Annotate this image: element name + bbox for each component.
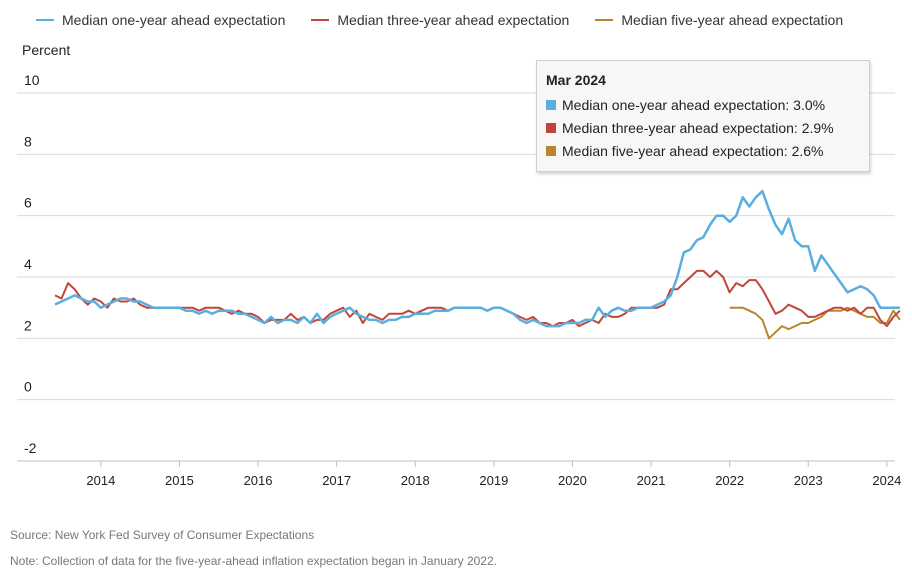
tooltip-text-three-year: Median three-year ahead expectation: 2.9… <box>562 120 834 136</box>
y-tick-label: 0 <box>24 379 32 395</box>
x-tick-label: 2019 <box>479 473 508 488</box>
x-tick-label: 2014 <box>86 473 115 488</box>
source-note: Source: New York Fed Survey of Consumer … <box>10 528 315 542</box>
legend-item-three-year[interactable]: Median three-year ahead expectation <box>311 12 569 28</box>
x-tick-label: 2016 <box>244 473 273 488</box>
y-tick-label: 4 <box>24 256 32 272</box>
data-note: Note: Collection of data for the five-ye… <box>10 554 497 568</box>
series-line-one-year <box>54 189 900 328</box>
legend-item-one-year[interactable]: Median one-year ahead expectation <box>36 12 285 28</box>
legend-label-five-year: Median five-year ahead expectation <box>621 12 844 28</box>
x-tick-label: 2017 <box>322 473 351 488</box>
legend-label-three-year: Median three-year ahead expectation <box>337 12 570 28</box>
tooltip-row-five-year: Median five-year ahead expectation: 2.6% <box>546 143 824 159</box>
legend-swatch-three-year <box>311 19 330 21</box>
y-axis-title: Percent <box>22 42 71 58</box>
x-tick-label: 2021 <box>637 473 666 488</box>
x-tick-label: 2018 <box>401 473 430 488</box>
y-tick-label: 8 <box>24 133 32 149</box>
chart-legend: Median one-year ahead expectation Median… <box>36 12 843 28</box>
chart-tooltip: Mar 2024 Median one-year ahead expectati… <box>536 60 870 172</box>
tooltip-swatch-one-year <box>546 100 556 110</box>
x-tick-label: 2023 <box>794 473 823 488</box>
tooltip-swatch-three-year <box>546 123 556 133</box>
tooltip-text-five-year: Median five-year ahead expectation: 2.6% <box>562 143 824 159</box>
x-tick-label: 2015 <box>165 473 194 488</box>
series-line-five-year <box>729 306 901 340</box>
y-tick-label: 10 <box>24 72 40 88</box>
legend-swatch-five-year <box>595 19 614 21</box>
tooltip-swatch-five-year <box>546 146 556 156</box>
x-tick-label: 2020 <box>558 473 587 488</box>
y-tick-label: 6 <box>24 195 32 211</box>
tooltip-text-one-year: Median one-year ahead expectation: 3.0% <box>562 97 826 113</box>
legend-item-five-year[interactable]: Median five-year ahead expectation <box>595 12 843 28</box>
legend-label-one-year: Median one-year ahead expectation <box>62 12 286 28</box>
legend-swatch-one-year <box>36 19 54 21</box>
x-tick-label: 2022 <box>715 473 744 488</box>
y-tick-label: 2 <box>24 317 32 333</box>
tooltip-row-one-year: Median one-year ahead expectation: 3.0% <box>546 97 825 113</box>
tooltip-row-three-year: Median three-year ahead expectation: 2.9… <box>546 120 834 136</box>
x-tick-label: 2024 <box>872 473 901 488</box>
y-tick-label: -2 <box>24 440 37 456</box>
tooltip-title: Mar 2024 <box>546 72 606 88</box>
series-line-three-year <box>54 269 901 328</box>
